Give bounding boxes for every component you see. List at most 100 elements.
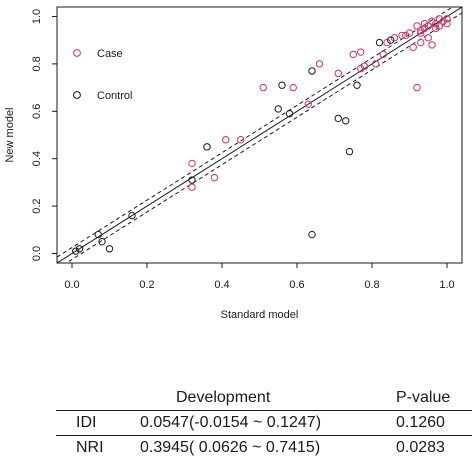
stats-estimate: 0.0547(-0.0154 ~ 0.1247) [140,410,396,436]
data-points [72,15,451,255]
legend-control-marker [73,91,81,99]
case-point [420,24,429,33]
stats-table: Development P-value IDI 0.0547(-0.0154 ~… [56,386,472,460]
x-tick-label: 0.0 [64,279,79,291]
case-point [398,31,406,40]
control-point [308,67,316,75]
control-point [203,143,211,151]
case-point [390,34,399,42]
control-point [274,105,282,113]
case-point [443,15,451,23]
control-point [75,245,84,253]
reference-line-band-upper [57,7,454,258]
case-point [357,64,365,73]
control-point [188,176,196,184]
stats-metric: IDI [56,410,140,436]
case-point [420,19,429,28]
x-tick-label: 1.0 [439,279,454,291]
y-tick-label: 0.6 [31,104,43,119]
stats-header-pvalue: P-value [396,386,472,411]
case-point [432,19,440,28]
legend: Case Control [73,48,132,102]
case-point [188,183,196,191]
case-point [417,29,425,37]
control-point [72,247,80,255]
case-point [372,60,380,68]
y-axis-label: New model [4,107,16,162]
case-point [188,159,196,168]
case-point [428,17,436,25]
case-point [210,173,219,182]
case-point [439,17,447,25]
stats-header-development: Development [140,386,396,411]
case-point [428,41,436,49]
stats-estimate: 0.3945( 0.0626 ~ 0.7415) [140,439,321,456]
control-point [342,117,350,125]
x-tick-label: 0.6 [289,279,304,291]
plot-frame [56,6,463,264]
case-point [383,38,391,47]
stats-metric: NRI [76,439,104,456]
control-point [387,36,395,44]
y-tick-label: 0.0 [31,246,43,261]
case-point [424,34,432,42]
stats-pvalue: 0.1260 [396,410,472,436]
case-point [435,22,444,30]
legend-case-marker [73,49,81,57]
control-point [345,147,354,156]
control-point [285,109,294,118]
legend-case-label: Case [97,48,123,60]
y-tick-label: 0.2 [31,198,43,213]
case-point [315,60,324,68]
control-point [308,230,316,239]
case-point [237,136,245,144]
reference-lines [57,7,462,263]
control-point [334,114,342,123]
reference-line-band-lower [65,12,462,263]
case-point [409,43,417,51]
case-point [289,83,297,92]
case-point [417,27,425,35]
case-point [222,136,230,144]
stats-row-nri: NRI 0.3945( 0.0626 ~ 0.7415) 0.0283 [56,436,472,461]
case-point [413,22,421,30]
case-point [357,48,365,56]
case-point [432,24,440,33]
x-axis-ticks: 0.0 0.2 0.4 0.6 0.8 1.0 [64,263,455,291]
case-point [360,62,369,70]
stats-pvalue: 0.0283 [396,439,445,456]
case-point [334,69,342,78]
control-point [128,211,136,220]
control-point [94,230,102,239]
reference-line-diagonal [57,7,462,263]
x-tick-label: 0.4 [214,279,229,291]
x-tick-label: 0.2 [139,279,154,291]
case-point [349,50,357,59]
control-point [105,245,114,253]
stats-row-idi: IDI 0.0547(-0.0154 ~ 0.1247) 0.1260 [56,410,472,436]
case-point [402,31,410,40]
case-point [405,29,414,37]
stats-header-blank [56,386,140,411]
case-point [259,83,267,92]
control-point [353,81,361,89]
x-tick-label: 0.8 [364,279,379,291]
control-point [375,38,384,47]
y-tick-label: 1.0 [31,9,43,24]
y-axis-ticks: 0.0 0.2 0.4 0.6 0.8 1.0 [31,9,57,261]
case-point [304,100,312,108]
case-point [424,22,432,30]
stats-header-row: Development P-value [56,386,472,411]
legend-control-label: Control [97,90,132,102]
scatter-chart: 0.0 0.2 0.4 0.6 0.8 1.0 0.0 0.2 0.4 0.6 0.8 1.0 St… [4,6,463,321]
control-point [278,81,286,89]
case-point [435,15,444,23]
case-point [443,19,451,28]
case-point [417,38,425,47]
x-axis-label: Standard model [221,309,299,321]
y-tick-label: 0.8 [31,56,43,71]
case-point [379,50,387,59]
case-point [413,83,421,92]
y-tick-label: 0.4 [31,151,43,166]
control-point [98,237,106,246]
